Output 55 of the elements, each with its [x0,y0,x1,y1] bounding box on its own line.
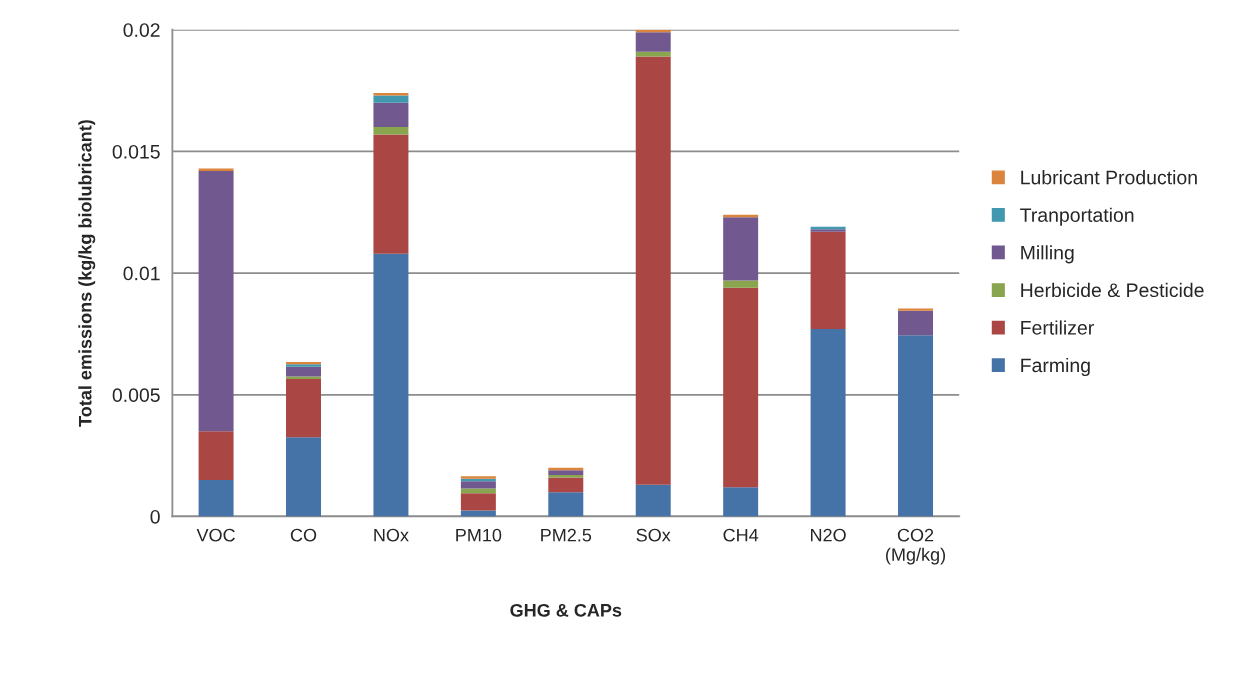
x-tick-label: PM2.5 [541,528,592,542]
x-tick-label: PM10 [456,528,502,542]
bar [286,437,321,517]
bar [723,287,759,488]
bar [898,308,933,311]
legend-label: Herbicide & Pesticide [1021,282,1204,298]
bar [898,310,933,336]
bar [635,484,671,517]
x-tick-label: N2O [811,528,846,542]
bar [635,56,671,485]
bar [198,170,234,432]
bar [898,335,933,517]
bar [548,470,584,476]
bar [373,102,409,128]
y-tick-label: 0.02 [123,23,160,37]
bar [460,510,496,517]
x-tick-label: VOC [196,528,235,542]
y-tick-label: 0.01 [123,266,160,281]
bar [286,366,321,377]
bar [723,217,759,281]
bar [810,231,846,330]
bar [460,488,496,494]
x-tick-label: CO2 (Mg/kg) [886,528,945,565]
bar [198,479,234,517]
bar [723,487,759,517]
x-tick-label: SOx [636,528,671,542]
legend-label: Lubricant Production [1021,170,1197,185]
legend-label: Farming [1021,357,1090,377]
bar [548,492,584,517]
y-tick-label: 0.005 [112,388,160,403]
y-tick-label: 0 [150,509,160,524]
bar [373,127,409,135]
bar [810,329,846,517]
bar [373,134,409,254]
bar [723,280,759,288]
bar [373,253,409,517]
y-axis-title: Total emissions (kg/kg biolubricant) [78,120,96,427]
x-axis-title: GHG & CAPs [510,603,622,617]
bar [460,481,496,489]
legend-label: Milling [1021,245,1074,264]
x-tick-label: NOx [374,528,409,542]
legend-label: Tranportation [1020,207,1134,226]
bar [548,475,584,478]
bar [373,95,409,103]
bar [198,168,234,171]
bar [286,378,321,438]
bar [548,477,584,493]
x-tick-label: CH4 [723,528,759,542]
y-tick-label: 0.015 [112,144,160,159]
bar [635,51,671,57]
bar [635,32,671,52]
x-tick-label: CO [290,528,317,542]
bar [460,493,496,511]
legend-label: Fertilizer [1021,320,1094,335]
bar [198,431,234,480]
